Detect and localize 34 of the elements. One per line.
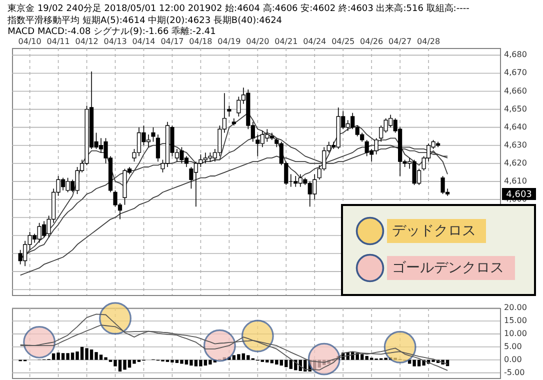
y-tick-label: 0.00 bbox=[504, 354, 522, 364]
x-tick-label: 04/20 bbox=[246, 37, 270, 46]
x-tick-label: 04/17 bbox=[160, 37, 184, 46]
x-tick-label: 04/13 bbox=[104, 37, 127, 46]
x-tick-label: 04/18 bbox=[189, 37, 212, 46]
y-tick-label: 4,620 bbox=[504, 158, 527, 168]
y-tick-label: 5.00 bbox=[504, 342, 522, 351]
x-tick-label: 04/12 bbox=[75, 37, 98, 46]
x-tick-label: 04/24 bbox=[303, 37, 326, 46]
y-tick-label: 10.00 bbox=[504, 328, 527, 338]
y-tick-label: 4,610 bbox=[504, 176, 527, 186]
x-tick-label: 04/11 bbox=[46, 37, 70, 46]
chart-title: 東京金 19/02 240分足 2018/05/01 12:00 201902 始:4604 高:4606 安:4602 終:4603 出来高:516 取組高:---- bbox=[8, 3, 470, 14]
chart-subtitle: 指数平滑移動平均 短期A(5):4614 中期(20):4623 長期B(40):4624 MACD MACD:-4.08 シグナル(9):-1.66 乖離:-2.41 bbox=[6, 15, 282, 37]
text: 4,603 bbox=[506, 190, 532, 200]
x-tick-label: 04/10 bbox=[18, 37, 42, 46]
y-tick-label: -5.00 bbox=[504, 368, 525, 377]
x-tick-label: 04/27 bbox=[388, 37, 412, 46]
x-tick-label: 04/25 bbox=[332, 37, 355, 46]
y-tick-label: 4,640 bbox=[504, 122, 527, 132]
y-tick-label: 4,650 bbox=[504, 104, 527, 114]
legend-label: ゴールデンクロス bbox=[392, 260, 504, 276]
y-tick-label: 20.00 bbox=[504, 303, 527, 312]
x-tick-label: 04/26 bbox=[360, 37, 384, 46]
y-tick-label: 4,660 bbox=[504, 86, 527, 96]
y-tick-label: 4,670 bbox=[504, 68, 527, 78]
x-tick-label: 04/21 bbox=[274, 37, 298, 46]
legend-label: デッドクロス bbox=[392, 223, 476, 239]
y-tick-label: 4,680 bbox=[504, 50, 527, 60]
x-tick-label: 04/19 bbox=[218, 37, 241, 46]
y-tick-label: 4,630 bbox=[504, 140, 527, 150]
y-tick-label: 15.00 bbox=[504, 316, 527, 325]
x-tick-label: 04/28 bbox=[417, 37, 440, 46]
x-tick-label: 04/14 bbox=[132, 37, 156, 46]
